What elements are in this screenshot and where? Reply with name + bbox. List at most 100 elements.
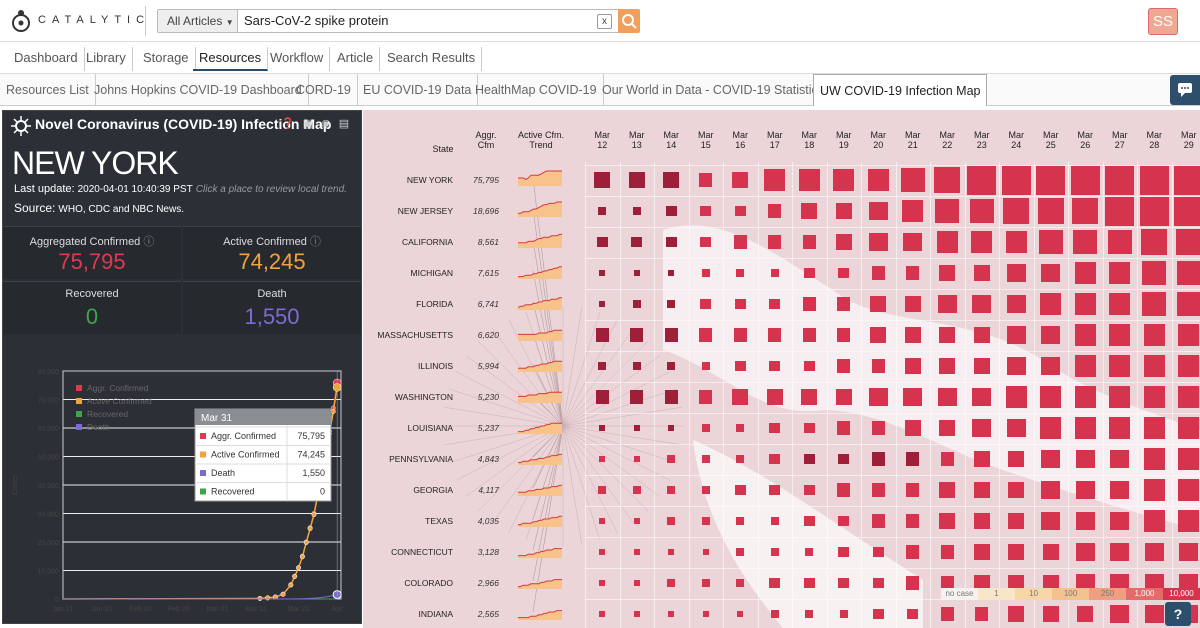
case-cell[interactable] [1037, 197, 1064, 225]
case-cell[interactable] [599, 425, 606, 431]
case-cell[interactable] [835, 203, 852, 219]
case-cell[interactable] [1041, 263, 1061, 283]
case-cell[interactable] [1041, 449, 1061, 469]
case-cell[interactable] [736, 547, 745, 557]
help-button[interactable]: ? [1165, 602, 1191, 626]
case-cell[interactable] [632, 485, 641, 495]
case-cell[interactable] [668, 270, 675, 276]
case-cell[interactable] [599, 549, 606, 555]
case-cell[interactable] [700, 236, 712, 248]
case-cell[interactable] [973, 327, 990, 343]
case-cell[interactable] [1040, 386, 1062, 408]
case-cell[interactable] [770, 547, 779, 557]
case-cell[interactable] [733, 328, 747, 342]
case-cell[interactable] [871, 483, 885, 497]
case-cell[interactable] [736, 578, 745, 588]
case-cell[interactable] [1042, 575, 1059, 591]
case-cell[interactable] [700, 298, 712, 310]
case-cell[interactable] [732, 172, 749, 188]
case-cell[interactable] [630, 390, 644, 404]
case-cell[interactable] [702, 549, 709, 555]
case-cell[interactable] [939, 513, 956, 529]
case-cell[interactable] [972, 418, 992, 438]
tab-dashboard[interactable]: Dashboard [8, 47, 85, 71]
case-cell[interactable] [667, 299, 676, 309]
case-cell[interactable] [734, 298, 746, 310]
case-cell[interactable] [871, 452, 885, 466]
case-cell[interactable] [973, 358, 990, 374]
case-cell[interactable] [1041, 356, 1061, 376]
case-cell[interactable] [1036, 165, 1066, 195]
case-cell[interactable] [1109, 355, 1131, 377]
case-cell[interactable] [939, 482, 956, 498]
case-cell[interactable] [1006, 356, 1026, 376]
tab-workflow[interactable]: Workflow [264, 47, 331, 71]
case-cell[interactable] [837, 421, 851, 435]
case-cell[interactable] [1075, 449, 1095, 469]
case-cell[interactable] [766, 389, 783, 405]
resource-tab-0[interactable]: Resources List [0, 74, 96, 106]
case-cell[interactable] [1105, 165, 1135, 195]
case-cell[interactable] [838, 546, 850, 558]
case-cell[interactable] [1075, 573, 1095, 593]
case-cell[interactable] [1139, 196, 1169, 226]
case-cell[interactable] [1143, 355, 1165, 377]
case-cell[interactable] [770, 516, 779, 526]
case-cell[interactable] [595, 328, 609, 342]
case-cell[interactable] [835, 234, 852, 250]
case-cell[interactable] [1174, 196, 1200, 226]
case-cell[interactable] [904, 358, 921, 374]
case-cell[interactable] [939, 327, 956, 343]
case-cell[interactable] [769, 577, 781, 589]
case-cell[interactable] [734, 484, 746, 496]
case-cell[interactable] [973, 513, 990, 529]
case-cell[interactable] [594, 172, 611, 188]
case-cell[interactable] [1107, 230, 1132, 254]
case-cell[interactable] [971, 231, 993, 253]
case-cell[interactable] [1001, 165, 1031, 195]
tab-resources[interactable]: Resources [193, 47, 269, 71]
case-cell[interactable] [1042, 544, 1059, 560]
case-cell[interactable] [699, 390, 713, 404]
resource-tab-3[interactable]: EU COVID-19 Data [357, 74, 479, 106]
case-cell[interactable] [1075, 511, 1095, 531]
case-cell[interactable] [907, 608, 919, 620]
case-cell[interactable] [1041, 511, 1061, 531]
case-cell[interactable] [940, 545, 954, 559]
case-cell[interactable] [973, 544, 990, 560]
case-cell[interactable] [906, 266, 920, 280]
case-cell[interactable] [903, 387, 923, 407]
case-cell[interactable] [975, 607, 989, 621]
case-cell[interactable] [769, 422, 781, 434]
chat-button[interactable] [1170, 75, 1200, 105]
infection-map[interactable]: State Aggr. Cfm Active Cfm. Trend Mar 12 Mar 1… [363, 110, 1200, 628]
case-cell[interactable] [1110, 449, 1130, 469]
case-cell[interactable] [699, 173, 713, 187]
tab-storage[interactable]: Storage [137, 47, 196, 71]
case-cell[interactable] [906, 576, 920, 590]
case-cell[interactable] [803, 484, 815, 496]
case-cell[interactable] [764, 169, 786, 191]
case-cell[interactable] [1174, 165, 1200, 195]
case-cell[interactable] [1178, 355, 1200, 377]
tab-article[interactable]: Article [331, 47, 381, 71]
case-cell[interactable] [1042, 606, 1059, 622]
resource-tab-2[interactable]: CORD-19 [290, 74, 358, 106]
case-cell[interactable] [667, 578, 676, 588]
case-cell[interactable] [937, 387, 957, 407]
case-cell[interactable] [1041, 325, 1061, 345]
case-cell[interactable] [1075, 480, 1095, 500]
case-cell[interactable] [1109, 293, 1131, 315]
case-cell[interactable] [702, 611, 709, 617]
case-cell[interactable] [906, 483, 920, 497]
case-cell[interactable] [737, 611, 744, 617]
case-cell[interactable] [870, 327, 887, 343]
case-cell[interactable] [667, 361, 676, 371]
case-cell[interactable] [1179, 542, 1199, 562]
case-cell[interactable] [1105, 196, 1135, 226]
case-cell[interactable] [631, 236, 643, 248]
case-cell[interactable] [1070, 165, 1100, 195]
case-cell[interactable] [1109, 386, 1131, 408]
case-cell[interactable] [872, 577, 884, 589]
case-cell[interactable] [900, 168, 925, 192]
